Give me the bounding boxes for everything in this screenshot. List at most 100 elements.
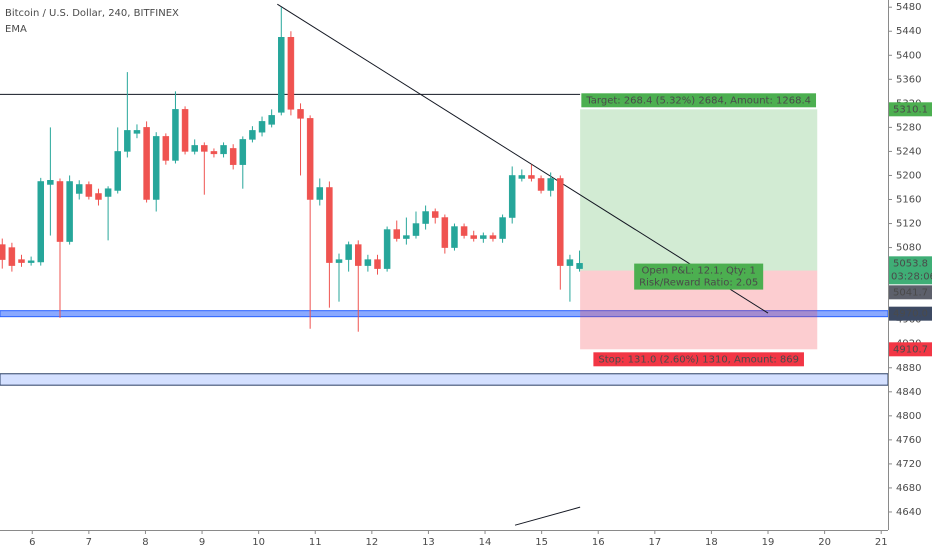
y-tick-label: 5280 [896, 122, 921, 133]
y-tick-label: 4760 [896, 435, 921, 446]
candle-body [422, 211, 429, 224]
trend-line [277, 3, 769, 314]
y-tick-label: 4840 [896, 387, 921, 398]
candle-body [335, 259, 343, 263]
candle-body [220, 145, 227, 155]
candle-body [229, 148, 237, 165]
candle-body [114, 151, 121, 191]
x-tick-label: 18 [705, 537, 718, 548]
candle-body [297, 109, 304, 119]
target-label: Target: 268.4 (5.32%) 2684, Amount: 1268… [585, 95, 811, 106]
x-tick-label: 10 [252, 537, 265, 548]
candle-body [557, 178, 564, 266]
candle-body [0, 244, 6, 260]
y-tick-label: 5080 [896, 243, 921, 254]
candle-body [56, 181, 64, 242]
candle-body [143, 127, 150, 200]
time-axis-bg [0, 530, 888, 550]
candle-body [306, 118, 314, 200]
x-tick-label: 8 [142, 537, 148, 548]
x-tick-label: 7 [86, 537, 92, 548]
y-tick-label: 5200 [896, 170, 921, 181]
candle-body [499, 217, 506, 239]
y-tick-label: 5360 [896, 74, 921, 85]
x-tick-label: 11 [309, 537, 322, 548]
candle-body [393, 229, 400, 239]
candle-body [258, 121, 266, 133]
rr-label: Risk/Reward Ratio: 2.05 [639, 278, 758, 289]
price-label: 5053.8 [893, 258, 928, 269]
x-tick-label: 19 [762, 537, 775, 548]
candle-body [75, 184, 83, 194]
candle-body [576, 263, 583, 269]
y-tick-label: 4880 [896, 363, 921, 374]
price-label: 5310.1 [893, 104, 928, 115]
x-tick-label: 21 [875, 537, 888, 548]
candle-body [47, 180, 54, 185]
price-label-box [889, 285, 932, 300]
ema-line [514, 506, 581, 526]
candle-body [345, 244, 352, 260]
candle-body [528, 175, 535, 179]
x-tick-label: 12 [365, 537, 378, 548]
candle-body [403, 235, 410, 239]
candle-body [152, 136, 160, 200]
candle-body [191, 145, 198, 152]
x-tick-label: 13 [422, 537, 435, 548]
candle-body [451, 226, 458, 248]
chart-title: Bitcoin / U.S. Dollar, 240, BITFINEX [5, 8, 179, 19]
candle-body [104, 188, 112, 197]
price-label: 4970.0 [893, 309, 928, 320]
price-label-box [889, 256, 932, 285]
x-tick-label: 14 [479, 537, 492, 548]
price-label-box [889, 102, 932, 117]
indicator-label: EMA [5, 24, 27, 35]
candle-body [201, 145, 208, 152]
candle-body [460, 226, 468, 236]
candle-body [480, 235, 487, 239]
candle-body [431, 211, 439, 218]
candle-body [249, 130, 256, 140]
stop-label-box [593, 352, 804, 367]
candle-body [441, 217, 449, 248]
candle-body [383, 229, 391, 269]
y-tick-label: 4800 [896, 411, 921, 422]
stop-label: Stop: 131.0 (2.60%) 1310, Amount: 869 [598, 354, 799, 365]
candle-body [316, 187, 324, 200]
candle-body [18, 259, 25, 263]
candle-body [566, 259, 574, 266]
y-tick-label: 4720 [896, 459, 921, 470]
target-label-box [581, 93, 817, 108]
pnl-box [634, 263, 764, 290]
x-tick-label: 9 [199, 537, 205, 548]
y-tick-label: 5440 [896, 26, 921, 37]
y-tick-label: 4640 [896, 507, 921, 518]
zone [0, 373, 889, 386]
y-tick-label: 4680 [896, 483, 921, 494]
candle-body [518, 175, 526, 179]
candle-body [181, 109, 189, 152]
candle-body [85, 184, 93, 197]
price-label: 5041.7 [893, 287, 928, 298]
price-label-box [889, 342, 932, 357]
x-tick-label: 6 [29, 537, 35, 548]
candle-body [489, 235, 497, 239]
price-label-box [889, 306, 932, 321]
candle-body [364, 259, 372, 266]
candle-body [268, 115, 275, 125]
candle-body [287, 37, 295, 110]
candle-body [172, 109, 179, 161]
y-tick-label: 5480 [896, 2, 921, 13]
countdown: 03:28:06 [891, 271, 932, 282]
candle-body [124, 130, 131, 152]
candle-body [537, 178, 545, 191]
candle-body [547, 178, 554, 191]
price-label: 4910.7 [893, 344, 928, 355]
x-tick-label: 17 [648, 537, 661, 548]
y-tick-label: 5240 [896, 146, 921, 157]
candle-body [374, 259, 381, 269]
y-tick-label: 5120 [896, 219, 921, 230]
candle-body [239, 139, 247, 165]
candle-body [95, 193, 102, 200]
